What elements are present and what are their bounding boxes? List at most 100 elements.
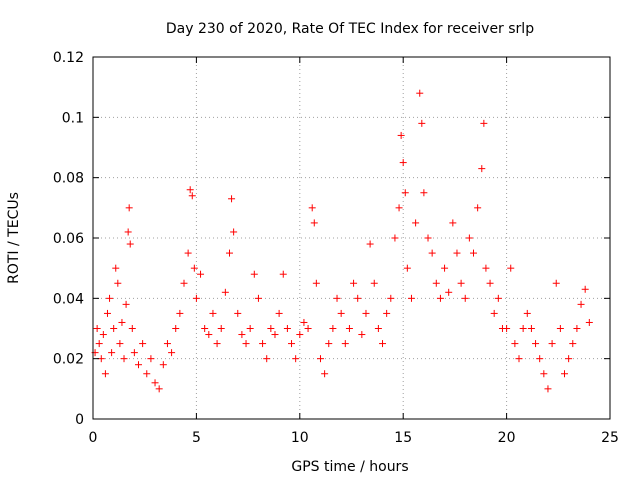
y-tick-label: 0.04	[53, 291, 84, 307]
data-point	[399, 159, 407, 167]
data-point	[478, 165, 486, 173]
data-point	[395, 204, 403, 212]
data-point	[234, 309, 242, 317]
data-point	[201, 325, 209, 332]
data-point	[93, 325, 101, 332]
data-point	[401, 189, 409, 197]
data-point	[523, 309, 531, 317]
data-point	[403, 264, 411, 272]
data-point	[494, 294, 502, 302]
data-point	[474, 204, 482, 212]
chart-title: Day 230 of 2020, Rate Of TEC Index for r…	[166, 21, 534, 37]
data-point	[536, 355, 544, 363]
data-point	[565, 355, 573, 363]
data-point	[228, 195, 236, 203]
data-point	[350, 279, 358, 287]
x-tick-label: 0	[89, 430, 98, 446]
data-point	[449, 219, 457, 227]
data-point	[116, 340, 124, 348]
data-point	[482, 264, 490, 272]
data-point	[143, 370, 151, 378]
data-point	[412, 219, 420, 227]
x-tick-label: 5	[192, 430, 201, 446]
data-point	[457, 279, 465, 287]
data-point	[321, 370, 329, 378]
data-point	[110, 325, 118, 332]
data-point	[515, 355, 523, 363]
data-point	[316, 355, 324, 363]
data-point	[569, 340, 577, 348]
data-point	[279, 270, 287, 278]
data-point	[125, 204, 133, 212]
data-point	[581, 285, 589, 293]
y-tick-label: 0.06	[53, 231, 84, 247]
data-point	[490, 309, 498, 317]
data-point	[95, 340, 103, 348]
data-point	[441, 264, 449, 272]
data-point	[188, 192, 196, 200]
data-point	[130, 349, 138, 357]
data-point	[540, 370, 548, 378]
data-point	[112, 264, 120, 272]
data-point	[548, 340, 556, 348]
y-tick-label: 0.02	[53, 352, 84, 368]
data-point	[288, 340, 296, 348]
data-point	[362, 309, 370, 317]
data-point	[271, 331, 279, 339]
data-point	[124, 228, 132, 236]
data-point	[99, 331, 107, 339]
data-point	[432, 279, 440, 287]
x-tick-label: 20	[498, 430, 516, 446]
data-points	[91, 89, 593, 393]
data-point	[470, 249, 478, 257]
data-point	[275, 309, 283, 317]
data-point	[308, 204, 316, 212]
data-point	[192, 294, 200, 302]
data-point	[283, 325, 291, 332]
grid	[93, 57, 610, 419]
y-tick-label: 0.1	[62, 110, 84, 126]
y-axis-title: ROTI / TECUs	[6, 192, 22, 284]
x-tick-label: 25	[601, 430, 619, 446]
data-point	[383, 309, 391, 317]
data-point	[436, 294, 444, 302]
data-point	[461, 294, 469, 302]
data-point	[122, 300, 130, 308]
data-point	[561, 370, 569, 378]
data-point	[556, 325, 564, 332]
data-point	[139, 340, 147, 348]
axes: 0 5 10 15 20 25 0 0.02 0.04 0.06 0.08 0.1 0.12	[53, 50, 619, 446]
data-point	[120, 355, 128, 363]
data-point	[379, 340, 387, 348]
data-point	[184, 249, 192, 257]
data-point	[230, 228, 238, 236]
data-point	[126, 240, 134, 248]
data-point	[155, 385, 163, 393]
data-point	[544, 385, 552, 393]
data-point	[267, 325, 275, 332]
data-point	[391, 234, 399, 242]
data-point	[552, 279, 560, 287]
y-tick-label: 0.12	[53, 50, 84, 66]
data-point	[197, 270, 205, 278]
data-point	[420, 189, 428, 197]
data-point	[358, 331, 366, 339]
data-point	[480, 119, 488, 127]
data-point	[246, 325, 254, 332]
data-point	[163, 340, 171, 348]
data-point	[209, 309, 217, 317]
data-point	[424, 234, 432, 242]
data-point	[172, 325, 180, 332]
data-point	[325, 340, 333, 348]
data-point	[263, 355, 271, 363]
data-point	[453, 249, 461, 257]
data-point	[134, 361, 142, 369]
data-point	[366, 240, 374, 248]
data-point	[573, 325, 581, 332]
data-point	[259, 340, 267, 348]
data-point	[103, 309, 111, 317]
data-point	[503, 325, 511, 332]
data-point	[527, 325, 535, 332]
data-point	[532, 340, 540, 348]
